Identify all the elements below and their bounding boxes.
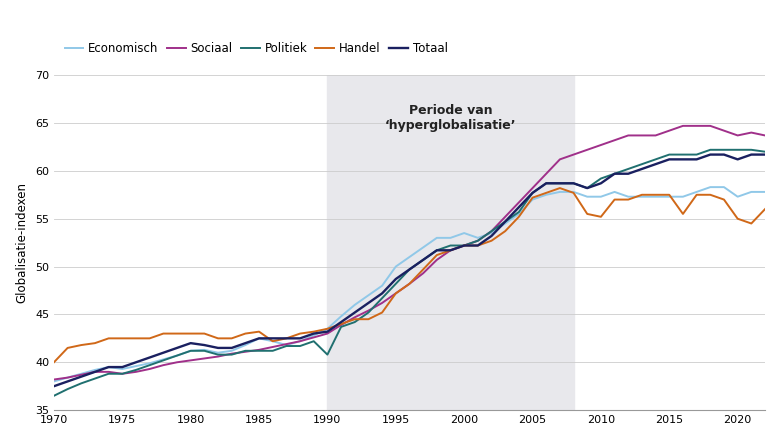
Economisch <box>501 221 510 226</box>
Politiek <box>501 219 510 224</box>
Text: Periode van
‘hyperglobalisatie’: Periode van ‘hyperglobalisatie’ <box>385 104 516 132</box>
Sociaal <box>596 143 605 148</box>
Sociaal <box>473 238 483 243</box>
Politiek <box>459 243 469 248</box>
Bar <box>328 75 573 410</box>
Handel <box>49 359 58 365</box>
Economisch <box>596 194 605 199</box>
Sociaal <box>760 133 770 138</box>
Sociaal <box>459 243 469 248</box>
Totaal <box>459 243 469 248</box>
Totaal <box>241 341 250 346</box>
Handel <box>459 243 469 248</box>
Politiek <box>241 348 250 353</box>
Totaal <box>596 181 605 186</box>
Handel <box>760 206 770 212</box>
Economisch <box>241 342 250 348</box>
Handel <box>501 228 510 234</box>
Sociaal <box>49 377 58 382</box>
Economisch <box>473 235 483 241</box>
Totaal <box>49 384 58 389</box>
Economisch <box>49 379 58 384</box>
Economisch <box>760 189 770 194</box>
Line: Totaal: Totaal <box>54 154 765 386</box>
Sociaal <box>692 123 701 128</box>
Handel <box>692 192 701 198</box>
Handel <box>555 185 565 191</box>
Totaal <box>760 152 770 157</box>
Totaal <box>706 152 715 157</box>
Economisch <box>706 184 715 190</box>
Legend: Economisch, Sociaal, Politiek, Handel, Totaal: Economisch, Sociaal, Politiek, Handel, T… <box>60 37 452 60</box>
Line: Politiek: Politiek <box>54 150 765 396</box>
Sociaal <box>679 123 688 128</box>
Politiek <box>49 393 58 399</box>
Handel <box>473 243 483 248</box>
Economisch <box>459 231 469 236</box>
Sociaal <box>501 214 510 220</box>
Economisch <box>679 194 688 199</box>
Line: Handel: Handel <box>54 188 765 362</box>
Politiek <box>679 152 688 157</box>
Sociaal <box>241 349 250 354</box>
Totaal <box>679 157 688 162</box>
Politiek <box>760 149 770 154</box>
Politiek <box>706 147 715 152</box>
Y-axis label: Globalisatie-indexen: Globalisatie-indexen <box>15 182 28 303</box>
Line: Economisch: Economisch <box>54 187 765 381</box>
Totaal <box>501 219 510 224</box>
Handel <box>610 197 619 202</box>
Politiek <box>596 176 605 181</box>
Totaal <box>473 243 483 248</box>
Politiek <box>473 238 483 243</box>
Line: Sociaal: Sociaal <box>54 126 765 380</box>
Handel <box>241 331 250 336</box>
